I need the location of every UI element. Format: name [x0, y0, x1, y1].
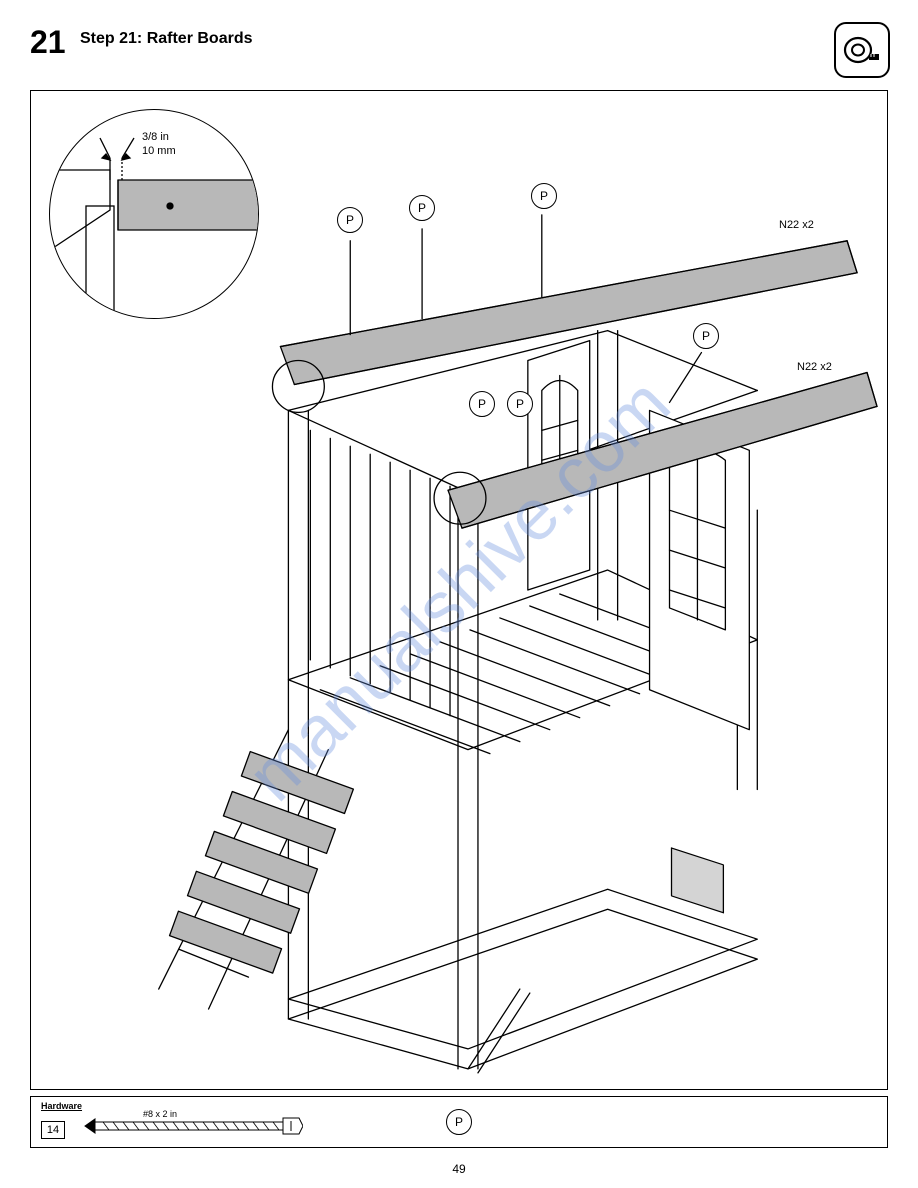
- hardware-qty: 14: [41, 1121, 65, 1139]
- rafter-label-2: N22 x2: [795, 361, 834, 373]
- page-number: 49: [452, 1162, 465, 1176]
- tool-icon-box: [834, 22, 890, 78]
- callout-p-6: P: [507, 391, 533, 417]
- callout-p-2: P: [409, 195, 435, 221]
- detail-inset: 3/8 in 10 mm: [49, 109, 259, 319]
- gap-measure-1: 3/8 in: [142, 131, 169, 143]
- tape-measure-icon: [843, 34, 881, 66]
- step-title: Step 21: Rafter Boards: [80, 30, 253, 48]
- screw-icon: #8 x 2 in: [83, 1109, 303, 1143]
- hardware-box: Hardware 14: [30, 1096, 888, 1148]
- detail-drawing: 3/8 in 10 mm: [50, 110, 259, 319]
- diagram-frame: manualshive.com: [30, 90, 888, 1090]
- callout-p-3: P: [531, 183, 557, 209]
- hardware-label: Hardware: [41, 1101, 82, 1111]
- callout-p-4: P: [693, 323, 719, 349]
- rafter-label-1: N22 x2: [777, 219, 816, 231]
- callout-p-1: P: [337, 207, 363, 233]
- hardware-callout-p: P: [446, 1109, 472, 1135]
- step-number: 21: [30, 24, 66, 61]
- callout-p-5: P: [469, 391, 495, 417]
- gap-measure-2: 10 mm: [142, 145, 176, 157]
- page: 21 Step 21: Rafter Boards: [0, 0, 918, 1188]
- screw-size: #8 x 2 in: [143, 1109, 177, 1119]
